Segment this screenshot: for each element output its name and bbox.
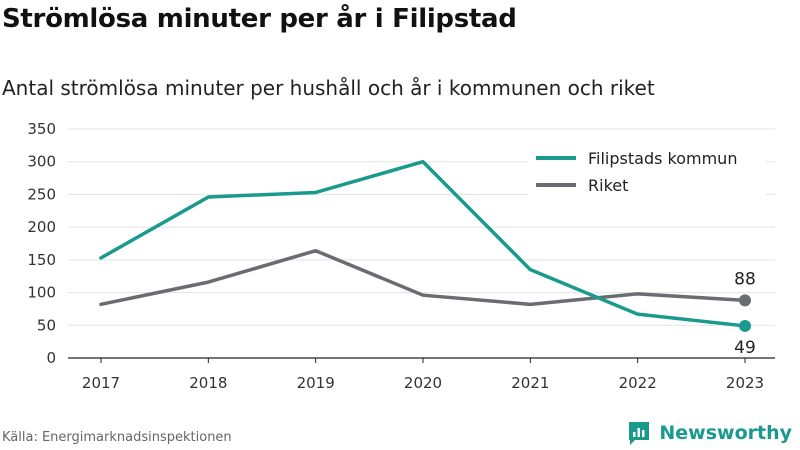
data-label-riket: 88 xyxy=(734,269,756,289)
y-tick-label: 300 xyxy=(27,153,56,171)
x-tick-label: 2017 xyxy=(82,374,120,392)
source-note: Källa: Energimarknadsinspektionen xyxy=(2,430,232,445)
x-tick-label: 2020 xyxy=(404,374,442,392)
end-point-riket xyxy=(739,294,751,307)
legend-label: Filipstads kommun xyxy=(588,149,737,168)
legend-background xyxy=(528,143,766,198)
brand-logo: Newsworthy xyxy=(627,420,792,446)
y-tick-label: 150 xyxy=(27,251,56,269)
chart-subtitle: Antal strömlösa minuter per hushåll och … xyxy=(2,76,655,100)
chart-title: Strömlösa minuter per år i Filipstad xyxy=(2,4,517,34)
brand-name: Newsworthy xyxy=(659,422,792,444)
series-line-riket xyxy=(99,248,747,307)
y-tick-label: 100 xyxy=(27,284,56,302)
end-point-filipstad xyxy=(739,319,751,332)
newsworthy-logo-icon xyxy=(629,422,650,445)
y-tick-label: 200 xyxy=(27,218,56,236)
data-label-filipstad: 49 xyxy=(734,338,756,358)
x-tick-label: 2019 xyxy=(297,374,335,392)
x-tick-label: 2021 xyxy=(511,374,549,392)
y-tick-label: 0 xyxy=(46,349,56,367)
series-line-filipstad xyxy=(99,159,747,328)
y-tick-label: 250 xyxy=(27,185,56,203)
legend-label: Riket xyxy=(588,176,628,195)
x-tick-label: 2018 xyxy=(189,374,227,392)
x-tick-label: 2023 xyxy=(726,374,764,392)
y-tick-label: 50 xyxy=(37,316,56,334)
y-tick-label: 350 xyxy=(27,120,56,138)
x-tick-label: 2022 xyxy=(619,374,657,392)
